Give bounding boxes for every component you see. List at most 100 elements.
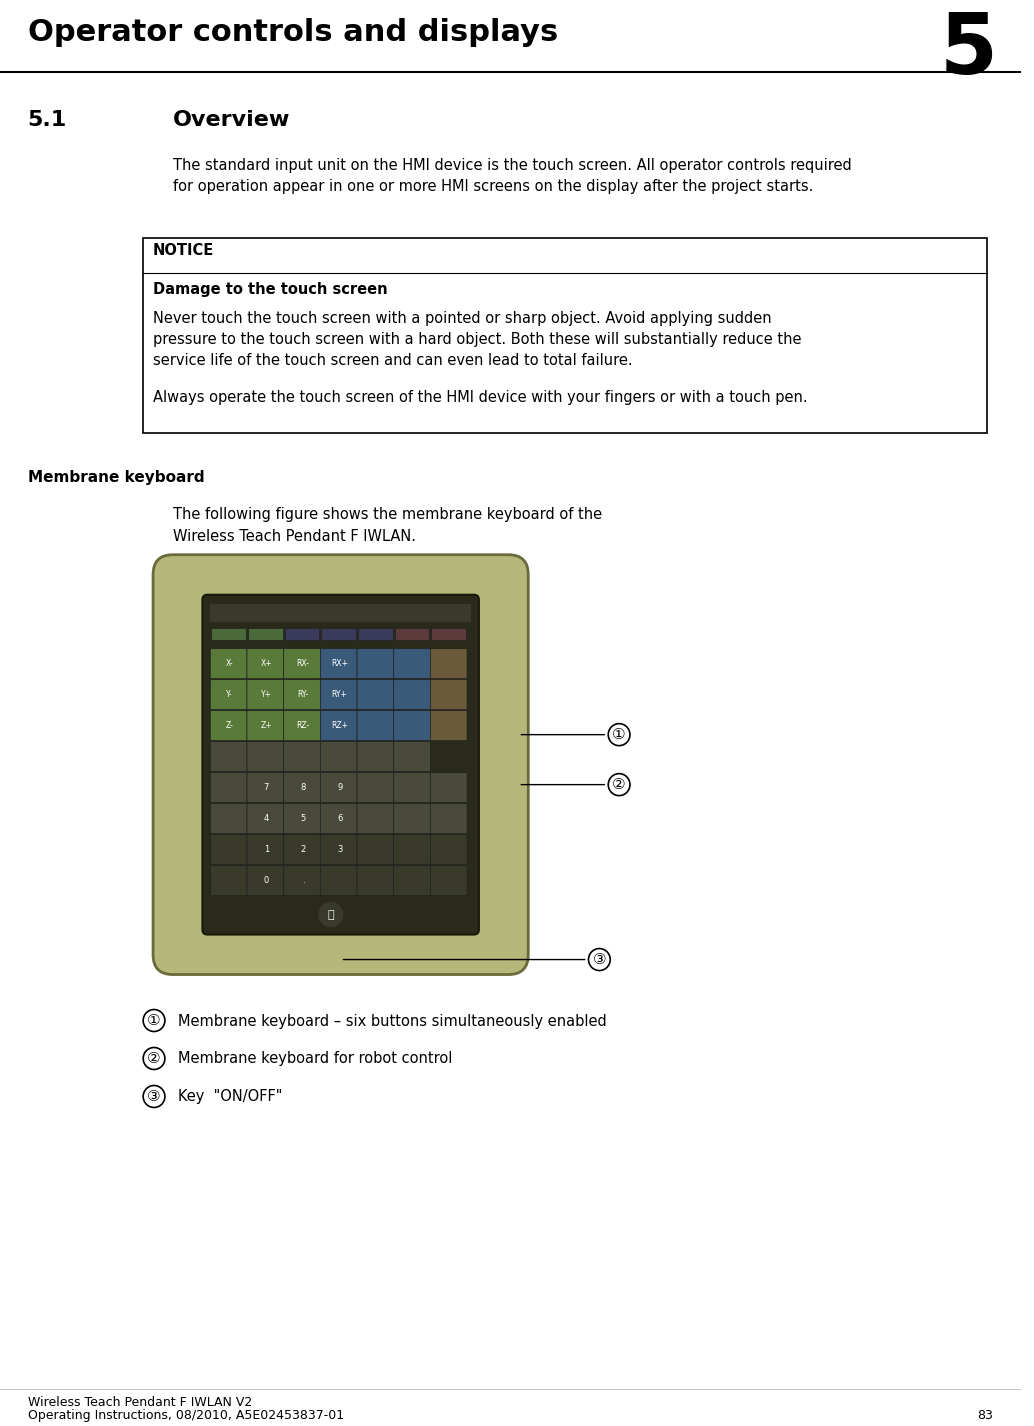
FancyBboxPatch shape — [247, 773, 283, 803]
FancyBboxPatch shape — [394, 866, 430, 896]
Text: 6: 6 — [337, 814, 342, 823]
Text: 2: 2 — [300, 846, 306, 854]
FancyBboxPatch shape — [394, 834, 430, 864]
FancyBboxPatch shape — [247, 742, 283, 771]
Circle shape — [143, 1048, 164, 1070]
Bar — [431, 627, 466, 640]
Text: Damage to the touch screen: Damage to the touch screen — [153, 282, 388, 297]
FancyBboxPatch shape — [321, 804, 357, 834]
Text: Key  "ON/OFF": Key "ON/OFF" — [178, 1089, 282, 1105]
FancyBboxPatch shape — [430, 834, 467, 864]
Text: ③: ③ — [592, 953, 606, 967]
FancyBboxPatch shape — [283, 834, 321, 864]
FancyBboxPatch shape — [210, 680, 247, 710]
Text: ②: ② — [147, 1051, 161, 1067]
FancyBboxPatch shape — [394, 804, 430, 834]
FancyBboxPatch shape — [394, 710, 430, 740]
Text: X+: X+ — [261, 659, 272, 669]
FancyBboxPatch shape — [283, 680, 321, 710]
Bar — [143, 238, 987, 434]
FancyBboxPatch shape — [321, 742, 357, 771]
Text: The following figure shows the membrane keyboard of the
Wireless Teach Pendant F: The following figure shows the membrane … — [173, 506, 602, 543]
Text: 5: 5 — [300, 814, 306, 823]
Text: 5: 5 — [939, 10, 997, 91]
Text: ③: ③ — [147, 1089, 161, 1104]
Text: ②: ② — [612, 777, 626, 791]
FancyBboxPatch shape — [283, 773, 321, 803]
FancyBboxPatch shape — [321, 866, 357, 896]
Bar — [211, 627, 246, 640]
Circle shape — [143, 1085, 164, 1108]
FancyBboxPatch shape — [210, 773, 247, 803]
Text: RZ+: RZ+ — [331, 722, 348, 730]
FancyBboxPatch shape — [210, 710, 247, 740]
FancyBboxPatch shape — [430, 649, 467, 679]
FancyBboxPatch shape — [283, 710, 321, 740]
Text: 3: 3 — [337, 846, 342, 854]
FancyBboxPatch shape — [357, 804, 394, 834]
Bar — [358, 627, 393, 640]
FancyBboxPatch shape — [357, 742, 394, 771]
FancyBboxPatch shape — [210, 742, 247, 771]
FancyBboxPatch shape — [283, 866, 321, 896]
FancyBboxPatch shape — [430, 866, 467, 896]
FancyBboxPatch shape — [153, 555, 528, 974]
Bar — [210, 603, 472, 622]
Circle shape — [143, 1010, 164, 1031]
Text: Operator controls and displays: Operator controls and displays — [28, 19, 558, 47]
Text: Wireless Teach Pendant F IWLAN V2: Wireless Teach Pendant F IWLAN V2 — [28, 1396, 252, 1409]
Text: 8: 8 — [300, 783, 306, 791]
FancyBboxPatch shape — [283, 649, 321, 679]
Text: Overview: Overview — [173, 110, 291, 130]
Circle shape — [318, 903, 342, 927]
FancyBboxPatch shape — [247, 834, 283, 864]
Text: Z+: Z+ — [261, 722, 272, 730]
Bar — [284, 627, 320, 640]
Text: ⏻: ⏻ — [328, 910, 334, 920]
FancyBboxPatch shape — [321, 710, 357, 740]
Text: 0: 0 — [264, 876, 269, 886]
Bar — [322, 627, 356, 640]
FancyBboxPatch shape — [247, 866, 283, 896]
Text: Membrane keyboard: Membrane keyboard — [28, 469, 205, 485]
Circle shape — [608, 723, 630, 746]
FancyBboxPatch shape — [203, 595, 479, 934]
Text: Membrane keyboard for robot control: Membrane keyboard for robot control — [178, 1051, 452, 1067]
FancyBboxPatch shape — [357, 834, 394, 864]
Text: Never touch the touch screen with a pointed or sharp object. Avoid applying sudd: Never touch the touch screen with a poin… — [153, 311, 801, 368]
Text: Z-: Z- — [225, 722, 234, 730]
FancyBboxPatch shape — [357, 649, 394, 679]
FancyBboxPatch shape — [430, 710, 467, 740]
FancyBboxPatch shape — [357, 710, 394, 740]
FancyBboxPatch shape — [321, 834, 357, 864]
Circle shape — [608, 774, 630, 796]
Text: ①: ① — [612, 727, 626, 742]
Text: Operating Instructions, 08/2010, A5E02453837-01: Operating Instructions, 08/2010, A5E0245… — [28, 1409, 343, 1422]
Text: Membrane keyboard – six buttons simultaneously enabled: Membrane keyboard – six buttons simultan… — [178, 1014, 607, 1028]
FancyBboxPatch shape — [357, 773, 394, 803]
FancyBboxPatch shape — [321, 773, 357, 803]
FancyBboxPatch shape — [394, 680, 430, 710]
Text: .: . — [302, 876, 304, 886]
FancyBboxPatch shape — [321, 649, 357, 679]
Text: RZ-: RZ- — [297, 722, 309, 730]
Text: Always operate the touch screen of the HMI device with your fingers or with a to: Always operate the touch screen of the H… — [153, 389, 808, 405]
Text: 1: 1 — [264, 846, 269, 854]
FancyBboxPatch shape — [210, 649, 247, 679]
FancyBboxPatch shape — [357, 866, 394, 896]
FancyBboxPatch shape — [283, 742, 321, 771]
Text: The standard input unit on the HMI device is the touch screen. All operator cont: The standard input unit on the HMI devic… — [173, 158, 852, 194]
FancyBboxPatch shape — [394, 649, 430, 679]
Text: RY-: RY- — [298, 690, 309, 699]
Text: Y-: Y- — [226, 690, 233, 699]
Bar — [395, 627, 429, 640]
FancyBboxPatch shape — [430, 804, 467, 834]
FancyBboxPatch shape — [430, 680, 467, 710]
FancyBboxPatch shape — [430, 773, 467, 803]
Bar — [248, 627, 282, 640]
FancyBboxPatch shape — [321, 680, 357, 710]
Text: Y+: Y+ — [261, 690, 272, 699]
FancyBboxPatch shape — [247, 680, 283, 710]
Text: NOTICE: NOTICE — [153, 242, 214, 258]
Text: ①: ① — [147, 1012, 161, 1028]
